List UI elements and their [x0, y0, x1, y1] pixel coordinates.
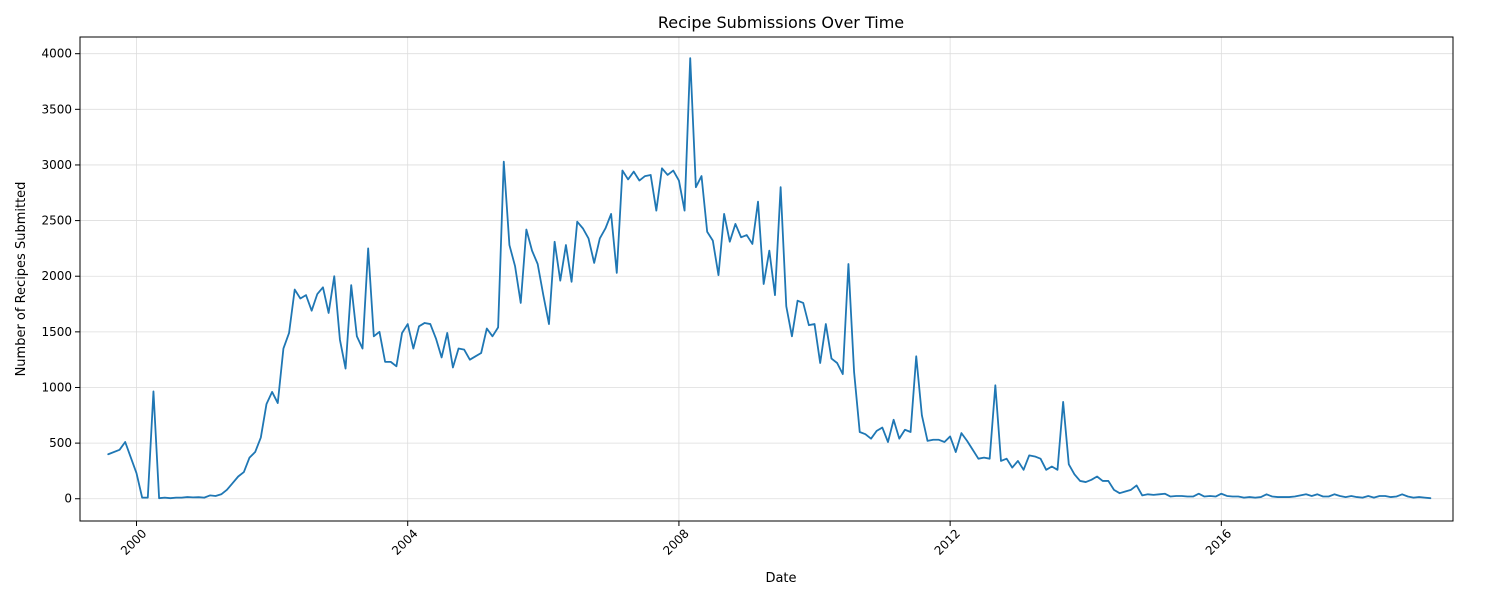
y-tick-label: 0 [64, 492, 72, 506]
chart-title: Recipe Submissions Over Time [658, 13, 904, 32]
series-layer [107, 57, 1432, 500]
series-line-0 [107, 57, 1432, 500]
x-axis-title: Date [765, 571, 796, 586]
plot-frame [79, 36, 1454, 522]
y-tick-label: 500 [49, 436, 72, 450]
y-tick-label: 1000 [41, 380, 72, 394]
y-tick-label: 4000 [41, 47, 72, 61]
y-tick-label: 2000 [41, 269, 72, 283]
y-axis-title: Number of Recipes Submitted [14, 182, 29, 377]
y-tick-label: 3000 [41, 158, 72, 172]
y-tick-label: 3500 [41, 102, 72, 116]
y-axis: 0 500 1000 1500 2000 2500 3000 3500 4000 [41, 47, 80, 506]
y-tick-label: 1500 [41, 325, 72, 339]
y-tick-label: 2500 [41, 214, 72, 228]
grid-lines [80, 37, 1453, 521]
